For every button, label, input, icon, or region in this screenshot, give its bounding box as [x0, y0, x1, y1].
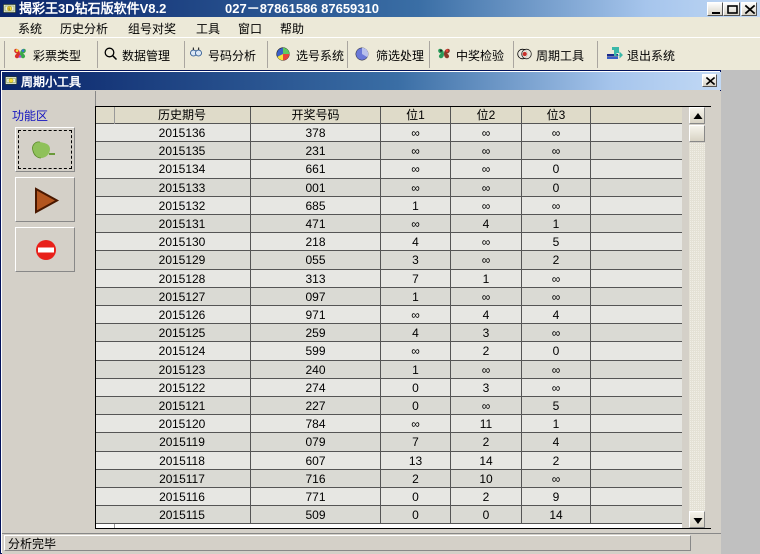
- svg-text:$: $: [8, 7, 10, 11]
